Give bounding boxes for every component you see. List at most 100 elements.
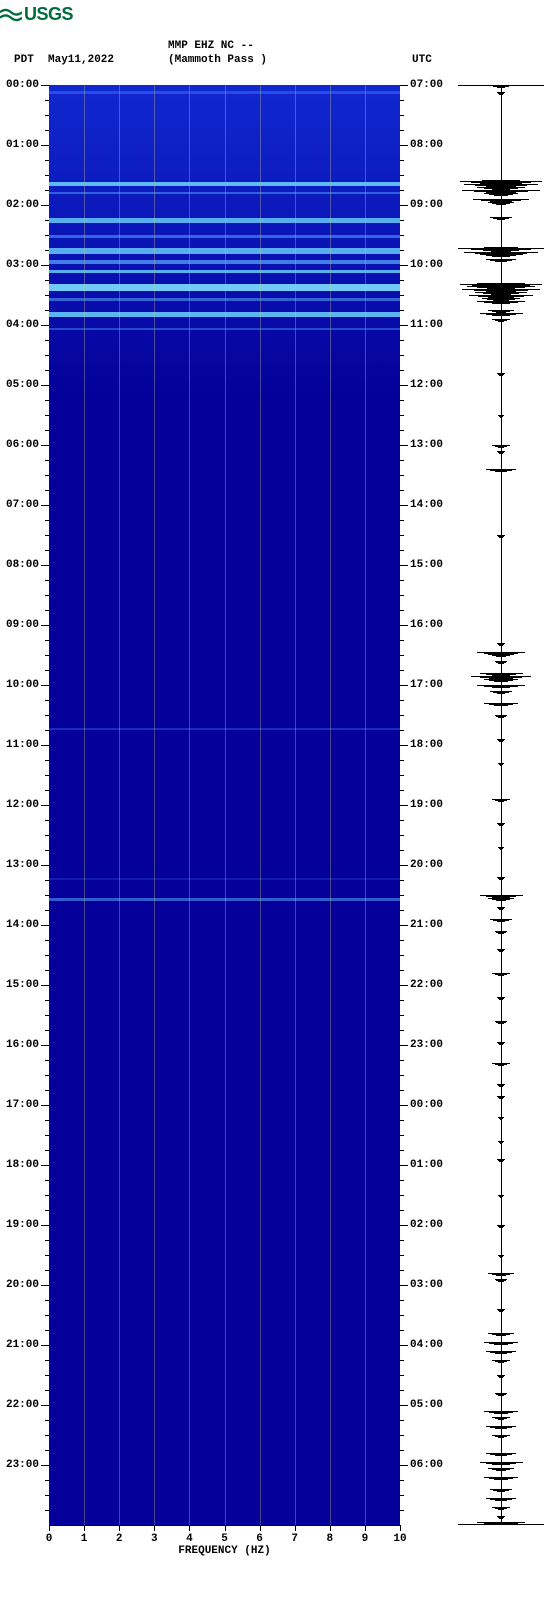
minor-tick-left [45,1270,49,1271]
minor-tick-left [45,595,49,596]
seismo-sample [498,447,505,448]
minor-tick-right [400,295,404,296]
minor-tick-right [400,655,404,656]
minor-tick-right [400,1120,404,1121]
minor-tick-left [45,1360,49,1361]
tick-right [400,205,408,206]
time-label-right: 22:00 [410,979,443,991]
minor-tick-left [45,910,49,911]
seismo-sample [496,1470,506,1471]
minor-tick-left [45,415,49,416]
seismo-sample [498,1023,503,1024]
seismo-sample [499,453,502,454]
seismo-sample [499,1044,502,1045]
minor-tick-right [400,1180,404,1181]
time-label-left: 20:00 [6,1279,39,1291]
time-label-right: 14:00 [410,499,443,511]
time-label-left: 09:00 [6,619,39,631]
minor-tick-right [400,370,404,371]
minor-tick-left [45,1330,49,1331]
time-label-right: 23:00 [410,1039,443,1051]
minor-tick-left [45,235,49,236]
minor-tick-right [400,640,404,641]
minor-tick-left [45,1510,49,1511]
minor-tick-left [45,730,49,731]
spectrogram-plot [49,85,400,1525]
minor-tick-left [45,715,49,716]
time-label-left: 01:00 [6,139,39,151]
tick-left [41,85,49,86]
minor-tick-right [400,355,404,356]
time-label-left: 03:00 [6,259,39,271]
tick-left [41,865,49,866]
x-tick-label: 7 [291,1533,298,1545]
spectro-gridline [189,85,190,1525]
x-tick [400,1525,401,1531]
minor-tick-right [400,235,404,236]
seismo-sample [494,1413,508,1414]
tick-left [41,625,49,626]
minor-tick-left [45,160,49,161]
minor-tick-right [400,400,404,401]
time-label-right: 09:00 [410,199,443,211]
minor-tick-right [400,1360,404,1361]
spectro-gridline [119,85,120,1525]
seismo-sample [499,375,502,376]
seismo-sample [499,1161,502,1162]
minor-tick-left [45,670,49,671]
x-tick-label: 0 [46,1533,53,1545]
minor-tick-left [45,1210,49,1211]
x-tick-label: 6 [256,1533,263,1545]
minor-tick-left [45,340,49,341]
minor-tick-left [45,970,49,971]
minor-tick-right [400,1510,404,1511]
seismo-sample [500,417,503,418]
minor-tick-right [400,535,404,536]
minor-tick-right [400,730,404,731]
seismo-sample [494,1344,508,1345]
minor-tick-right [400,1255,404,1256]
seismo-sample [498,1395,503,1396]
seismo-sample [498,933,503,934]
minor-tick-right [400,970,404,971]
tick-right [400,265,408,266]
time-label-right: 06:00 [410,1459,443,1471]
minor-tick-right [400,1015,404,1016]
minor-tick-right [400,190,404,191]
tick-right [400,385,408,386]
time-label-right: 17:00 [410,679,443,691]
minor-tick-right [400,220,404,221]
minor-tick-right [400,760,404,761]
minor-tick-right [400,775,404,776]
time-label-right: 03:00 [410,1279,443,1291]
minor-tick-right [400,1210,404,1211]
tick-left [41,1105,49,1106]
time-label-right: 07:00 [410,79,443,91]
tick-right [400,325,408,326]
minor-tick-left [45,1480,49,1481]
minor-tick-left [45,520,49,521]
x-tick [154,1525,155,1531]
seismo-sample [494,195,508,196]
minor-tick-right [400,790,404,791]
frequency-axis: FREQUENCY (HZ) 012345678910 [49,1525,400,1555]
minor-tick-right [400,940,404,941]
minor-tick-left [45,1435,49,1436]
minor-tick-left [45,790,49,791]
minor-tick-right [400,670,404,671]
tick-left [41,1465,49,1466]
minor-tick-left [45,820,49,821]
usgs-text: USGS [24,4,73,25]
seismo-sample [492,256,509,257]
spectro-gridline [365,85,366,1525]
x-tick [260,1525,261,1531]
minor-tick-left [45,1195,49,1196]
tick-right [400,1405,408,1406]
minor-tick-right [400,1300,404,1301]
minor-tick-left [45,940,49,941]
x-tick [330,1525,331,1531]
time-label-left: 04:00 [6,319,39,331]
minor-tick-left [45,1375,49,1376]
location-label: (Mammoth Pass ) [168,54,267,66]
time-label-right: 01:00 [410,1159,443,1171]
